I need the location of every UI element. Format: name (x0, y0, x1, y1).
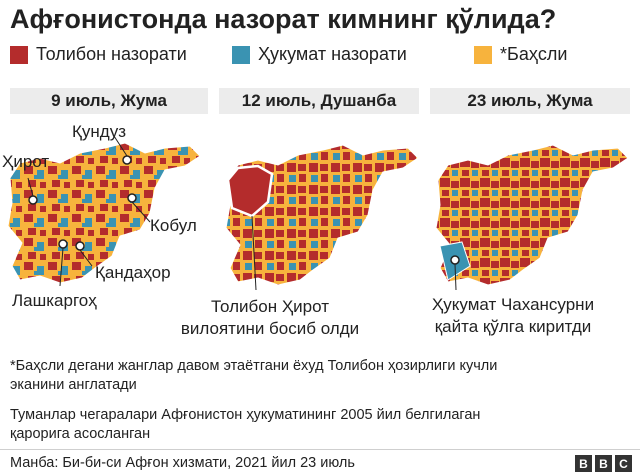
panel3-caption-line2: қайта қўлга киритди (434, 317, 592, 336)
note-contested-line1: *Баҳсли дегани жанглар давом этаётгани ё… (10, 358, 498, 374)
panel-date-1: 9 июль, Жума (10, 88, 208, 114)
city-label-lashkargah: Лашкаргоҳ (12, 291, 97, 310)
legend-swatch-taliban (10, 45, 28, 64)
city-label-kunduz: Қундуз (72, 122, 127, 141)
bbc-logo-letter: B (595, 455, 612, 472)
map-1 (7, 135, 201, 287)
map-3 (435, 144, 629, 291)
bbc-logo-letter: C (615, 455, 632, 472)
panel-date-2: 12 июль, Душанба (219, 88, 419, 114)
legend-label-government: Ҳукумат назорати (258, 44, 407, 64)
page-title: Афғонистонда назорат кимнинг қўлида? (10, 4, 557, 34)
panel3-caption: Ҳукумат Чахансурни қайта қўлга киритди (408, 294, 618, 338)
bbc-logo: B B C (575, 455, 632, 472)
footer-divider (0, 449, 640, 450)
legend-item-government: Ҳукумат назорати (232, 44, 407, 65)
note-boundaries-line1: Туманлар чегаралари Афғонистон ҳукуматин… (10, 407, 481, 423)
panel2-caption-line2: вилоятини босиб олди (180, 319, 360, 338)
panel3-caption-line1: Ҳукумат Чахансурни (431, 295, 595, 314)
legend-label-taliban: Толибон назорати (36, 44, 187, 64)
panel2-caption-line1: Толибон Ҳирот (210, 297, 329, 316)
note-boundaries-line2: қарорига асосланган (10, 426, 151, 442)
legend-label-contested: *Баҳсли (500, 44, 568, 64)
panel2-caption: Толибон Ҳирот вилоятини босиб олди (170, 296, 370, 340)
map-2 (225, 144, 419, 291)
legend-item-contested: *Баҳсли (474, 44, 567, 65)
note-boundaries: Туманлар чегаралари Афғонистон ҳукуматин… (10, 406, 610, 444)
city-label-herat: Ҳирот (2, 152, 50, 171)
note-contested-line2: эканини англатади (10, 377, 137, 393)
legend-swatch-contested (474, 45, 492, 64)
bbc-logo-letter: B (575, 455, 592, 472)
legend-swatch-government (232, 45, 250, 64)
city-label-kabul: Кобул (150, 216, 197, 235)
city-label-kandahar: Қандаҳор (95, 263, 171, 282)
legend: Толибон назорати Ҳукумат назорати *Баҳсл… (0, 42, 640, 70)
source-text: Манба: Би-би-си Афғон хизмати, 2021 йил … (10, 455, 355, 471)
panel-date-3: 23 июль, Жума (430, 88, 630, 114)
legend-item-taliban: Толибон назорати (10, 44, 187, 65)
maps-svg (7, 135, 629, 291)
note-contested: *Баҳсли дегани жанглар давом этаётгани ё… (10, 357, 610, 395)
